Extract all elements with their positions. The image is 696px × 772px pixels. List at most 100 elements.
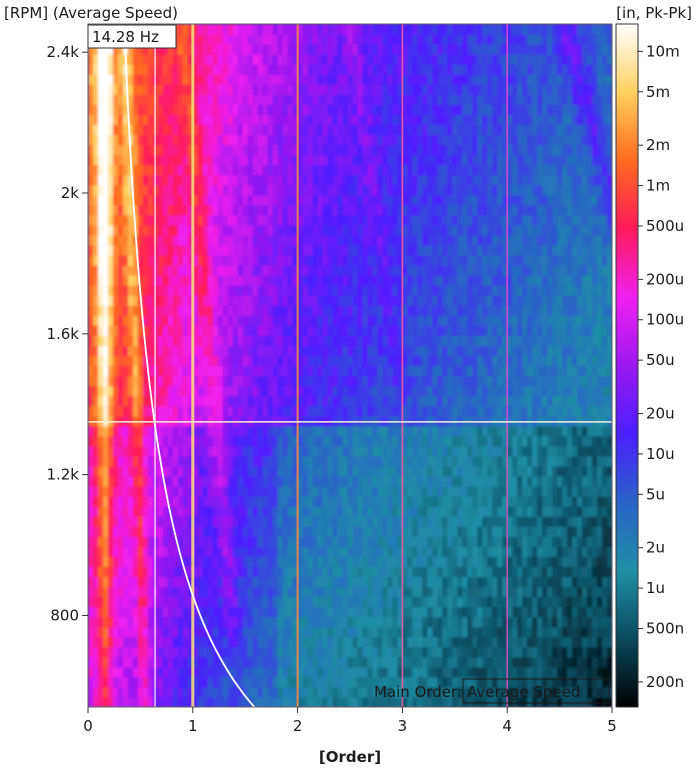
heatmap-cell bbox=[417, 566, 423, 578]
heatmap-cell bbox=[442, 596, 448, 608]
heatmap-cell bbox=[132, 305, 139, 316]
heatmap-cell bbox=[542, 335, 548, 347]
heatmap-cell bbox=[492, 425, 498, 437]
heatmap-cell bbox=[367, 445, 374, 457]
heatmap-cell bbox=[167, 405, 174, 417]
heatmap-cell bbox=[357, 576, 364, 588]
heatmap-cell bbox=[527, 646, 533, 658]
heatmap-cell bbox=[597, 636, 603, 648]
heatmap-cell bbox=[422, 566, 428, 578]
heatmap-cell bbox=[417, 606, 423, 618]
heatmap-cell bbox=[222, 556, 229, 567]
heatmap-cell bbox=[577, 606, 583, 618]
heatmap-cell bbox=[467, 496, 473, 507]
heatmap-cell bbox=[127, 224, 134, 236]
heatmap-cell bbox=[562, 395, 568, 407]
heatmap-cell bbox=[472, 315, 478, 326]
heatmap-cell bbox=[132, 516, 139, 527]
heatmap-cell bbox=[592, 526, 598, 537]
heatmap-cell bbox=[367, 385, 374, 397]
heatmap-cell bbox=[452, 536, 458, 547]
heatmap-cell bbox=[537, 405, 543, 417]
heatmap-cell bbox=[602, 676, 608, 688]
heatmap-cell bbox=[197, 536, 204, 547]
heatmap-cell bbox=[507, 365, 513, 377]
heatmap-cell bbox=[432, 496, 438, 507]
heatmap-cell bbox=[202, 536, 209, 547]
heatmap-cell bbox=[417, 435, 423, 447]
heatmap-cell bbox=[307, 315, 314, 326]
plot-area[interactable] bbox=[88, 24, 613, 721]
heatmap-cell bbox=[382, 626, 389, 638]
heatmap-cell bbox=[102, 295, 109, 306]
heatmap-cell bbox=[602, 546, 608, 557]
heatmap-cell bbox=[552, 576, 558, 588]
heatmap-cell bbox=[247, 566, 254, 578]
heatmap-cell bbox=[602, 435, 608, 447]
heatmap-cell bbox=[377, 425, 384, 437]
heatmap-cell bbox=[312, 596, 319, 608]
heatmap-cell bbox=[202, 385, 209, 397]
heatmap-cell bbox=[367, 486, 374, 497]
heatmap-cell bbox=[392, 395, 399, 407]
heatmap-cell bbox=[257, 234, 264, 246]
heatmap-cell bbox=[132, 345, 139, 357]
heatmap-cell bbox=[162, 365, 169, 377]
heatmap-cell bbox=[257, 636, 264, 648]
heatmap-cell bbox=[242, 224, 249, 236]
heatmap-cell bbox=[262, 596, 269, 608]
heatmap-cell bbox=[162, 234, 169, 246]
heatmap-cell bbox=[337, 375, 344, 387]
heatmap-cell bbox=[542, 696, 548, 707]
heatmap-cell bbox=[112, 265, 119, 276]
heatmap-cell bbox=[602, 666, 608, 678]
heatmap-cell bbox=[577, 435, 583, 447]
heatmap-cell bbox=[382, 345, 389, 357]
heatmap-cell bbox=[362, 526, 369, 537]
heatmap-cell bbox=[592, 536, 598, 547]
heatmap-cell bbox=[312, 285, 319, 296]
heatmap-cell bbox=[112, 345, 119, 357]
heatmap-cell bbox=[127, 586, 134, 598]
heatmap-cell bbox=[157, 536, 164, 547]
heatmap-cell bbox=[552, 275, 558, 286]
heatmap-cell bbox=[202, 345, 209, 357]
heatmap-cell bbox=[497, 265, 503, 276]
heatmap-cell bbox=[337, 616, 344, 628]
heatmap-cell bbox=[387, 425, 394, 437]
heatmap-cell bbox=[467, 265, 473, 276]
heatmap-cell bbox=[222, 305, 229, 316]
heatmap-cell bbox=[97, 496, 104, 507]
heatmap-cell bbox=[577, 486, 583, 497]
heatmap-cell bbox=[257, 486, 264, 497]
heatmap-cell bbox=[592, 295, 598, 306]
heatmap-cell bbox=[172, 415, 179, 427]
heatmap-cell bbox=[492, 315, 498, 326]
heatmap-cell bbox=[417, 646, 423, 658]
heatmap-cell bbox=[582, 365, 588, 377]
heatmap-cell bbox=[222, 626, 229, 638]
heatmap-cell bbox=[457, 325, 463, 336]
heatmap-cell bbox=[337, 355, 344, 367]
heatmap-cell bbox=[567, 234, 573, 246]
heatmap-cell bbox=[502, 325, 508, 336]
heatmap-cell bbox=[97, 234, 104, 246]
heatmap-cell bbox=[292, 656, 299, 668]
heatmap-cell bbox=[297, 305, 304, 316]
heatmap-cell bbox=[517, 646, 523, 658]
heatmap-cell bbox=[97, 285, 104, 296]
heatmap-cell bbox=[88, 385, 94, 397]
heatmap-cell bbox=[147, 596, 154, 608]
heatmap-cell bbox=[417, 556, 423, 567]
heatmap-cell bbox=[352, 345, 359, 357]
heatmap-cell bbox=[567, 244, 573, 256]
heatmap-cell bbox=[88, 335, 94, 347]
heatmap-cell bbox=[212, 385, 219, 397]
heatmap-cell bbox=[412, 556, 418, 567]
heatmap-cell bbox=[172, 465, 179, 477]
heatmap-cell bbox=[427, 656, 433, 668]
heatmap-cell bbox=[162, 315, 169, 326]
heatmap-cell bbox=[137, 616, 144, 628]
heatmap-cell bbox=[337, 546, 344, 557]
heatmap-cell bbox=[507, 506, 513, 517]
